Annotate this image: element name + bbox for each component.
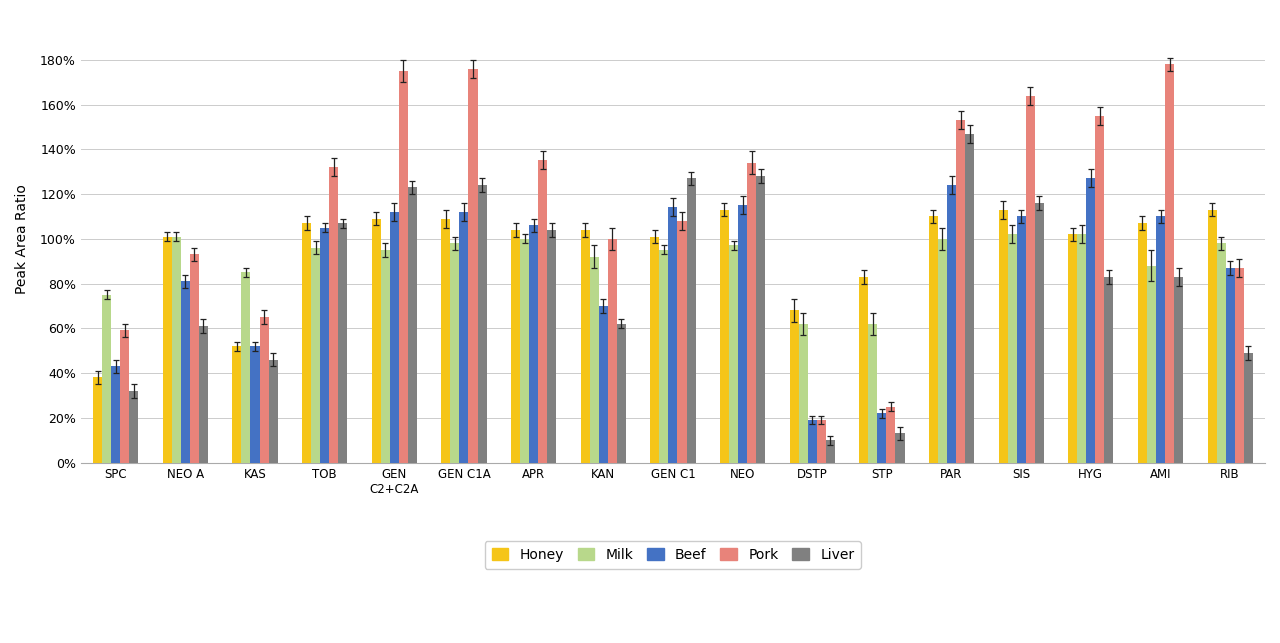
Legend: Honey, Milk, Beef, Pork, Liver: Honey, Milk, Beef, Pork, Liver [485,541,861,569]
Bar [599,306,608,462]
Bar [520,239,529,462]
Bar [677,221,686,462]
Bar [1244,353,1253,462]
Bar [442,219,451,462]
Bar [1156,217,1165,462]
Bar [808,420,817,462]
Bar [1147,266,1156,462]
Bar [233,346,242,462]
Bar [93,377,102,462]
Bar [111,367,120,462]
Y-axis label: Peak Area Ratio: Peak Area Ratio [15,184,29,294]
Bar [799,324,808,462]
Bar [896,433,905,462]
Bar [511,230,520,462]
Bar [756,176,765,462]
Bar [1207,210,1216,462]
Bar [408,187,417,462]
Bar [260,317,269,462]
Bar [1174,276,1183,462]
Bar [547,230,557,462]
Bar [965,134,974,462]
Bar [938,239,947,462]
Bar [1235,268,1244,462]
Bar [1025,96,1034,462]
Bar [1034,203,1044,462]
Bar [180,281,189,462]
Bar [739,205,748,462]
Bar [748,163,756,462]
Bar [399,71,408,462]
Bar [608,239,617,462]
Bar [1226,268,1235,462]
Bar [311,248,320,462]
Bar [338,223,347,462]
Bar [529,225,538,462]
Bar [859,276,868,462]
Bar [929,217,938,462]
Bar [1007,234,1016,462]
Bar [817,420,826,462]
Bar [1069,234,1078,462]
Bar [1078,234,1087,462]
Bar [302,223,311,462]
Bar [189,255,198,462]
Bar [172,237,180,462]
Bar [163,237,172,462]
Bar [686,178,695,462]
Bar [1105,276,1114,462]
Bar [590,257,599,462]
Bar [668,208,677,462]
Bar [129,391,138,462]
Bar [538,161,547,462]
Bar [460,212,468,462]
Bar [650,237,659,462]
Bar [269,359,278,462]
Bar [102,294,111,462]
Bar [320,228,329,462]
Bar [390,212,399,462]
Bar [947,185,956,462]
Bar [877,413,887,462]
Bar [1138,223,1147,462]
Bar [617,324,626,462]
Bar [1216,243,1226,462]
Bar [1096,116,1105,462]
Bar [719,210,730,462]
Bar [120,331,129,462]
Bar [477,185,486,462]
Bar [581,230,590,462]
Bar [998,210,1007,462]
Bar [468,69,477,462]
Bar [198,326,207,462]
Bar [371,219,380,462]
Bar [730,246,739,462]
Bar [790,311,799,462]
Bar [956,120,965,462]
Bar [1016,217,1025,462]
Bar [1087,178,1096,462]
Bar [659,250,668,462]
Bar [242,273,251,462]
Bar [1165,64,1174,462]
Bar [868,324,877,462]
Bar [887,406,896,462]
Bar [251,346,260,462]
Bar [329,167,338,462]
Bar [380,250,390,462]
Bar [451,243,460,462]
Bar [826,440,835,462]
